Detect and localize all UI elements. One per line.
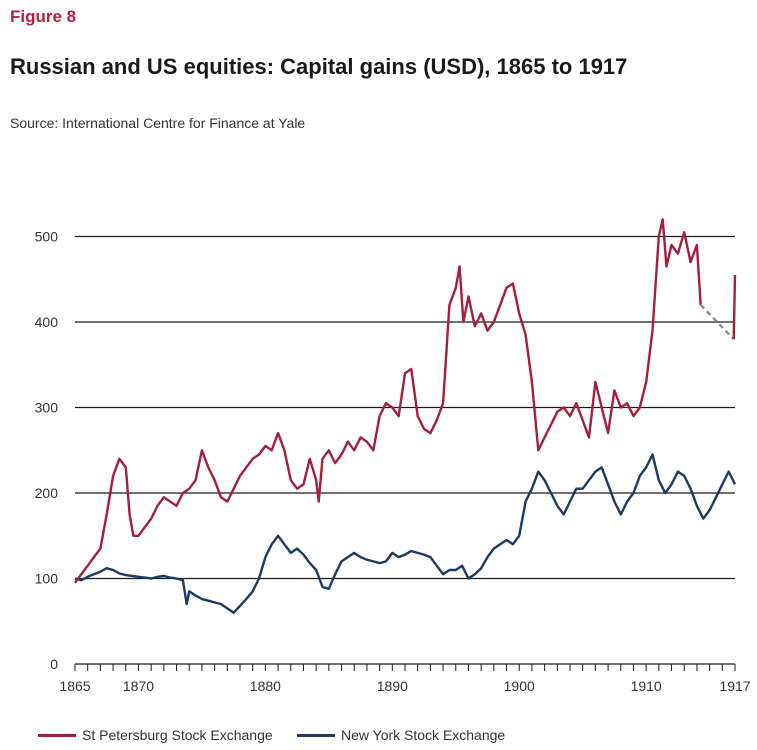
series-gap-st-petersburg [699, 304, 735, 340]
y-tick-label-100: 100 [35, 571, 59, 587]
chart-title: Russian and US equities: Capital gains (… [10, 54, 628, 79]
x-tick-label-1900: 1900 [504, 678, 535, 694]
y-tick-label-200: 200 [35, 485, 59, 501]
x-tick-label-1890: 1890 [377, 678, 408, 694]
legend-label-new-york: New York Stock Exchange [341, 727, 506, 743]
series-line-st-petersburg [74, 218, 702, 584]
figure-label: Figure 8 [10, 7, 77, 26]
y-tick-label-0: 0 [50, 656, 58, 672]
x-tick-label-1870: 1870 [123, 678, 154, 694]
y-tick-label-500: 500 [35, 229, 59, 245]
legend-swatch-st-petersburg [38, 733, 76, 737]
series-tail-st-petersburg [732, 274, 737, 340]
legend-item-st-petersburg: St Petersburg Stock Exchange [38, 727, 273, 743]
x-tick-label-1880: 1880 [250, 678, 281, 694]
series-line-new-york [74, 453, 737, 614]
legend-swatch-new-york [297, 733, 335, 737]
x-tick-label-1865: 1865 [59, 678, 90, 694]
y-tick-label-400: 400 [35, 314, 59, 330]
y-tick-label-300: 300 [35, 400, 59, 416]
legend-item-new-york: New York Stock Exchange [297, 727, 505, 743]
x-tick-label-1917: 1917 [719, 678, 750, 694]
legend-label-st-petersburg: St Petersburg Stock Exchange [82, 727, 273, 743]
chart-source: Source: International Centre for Finance… [10, 115, 306, 131]
x-tick-label-1910: 1910 [631, 678, 662, 694]
